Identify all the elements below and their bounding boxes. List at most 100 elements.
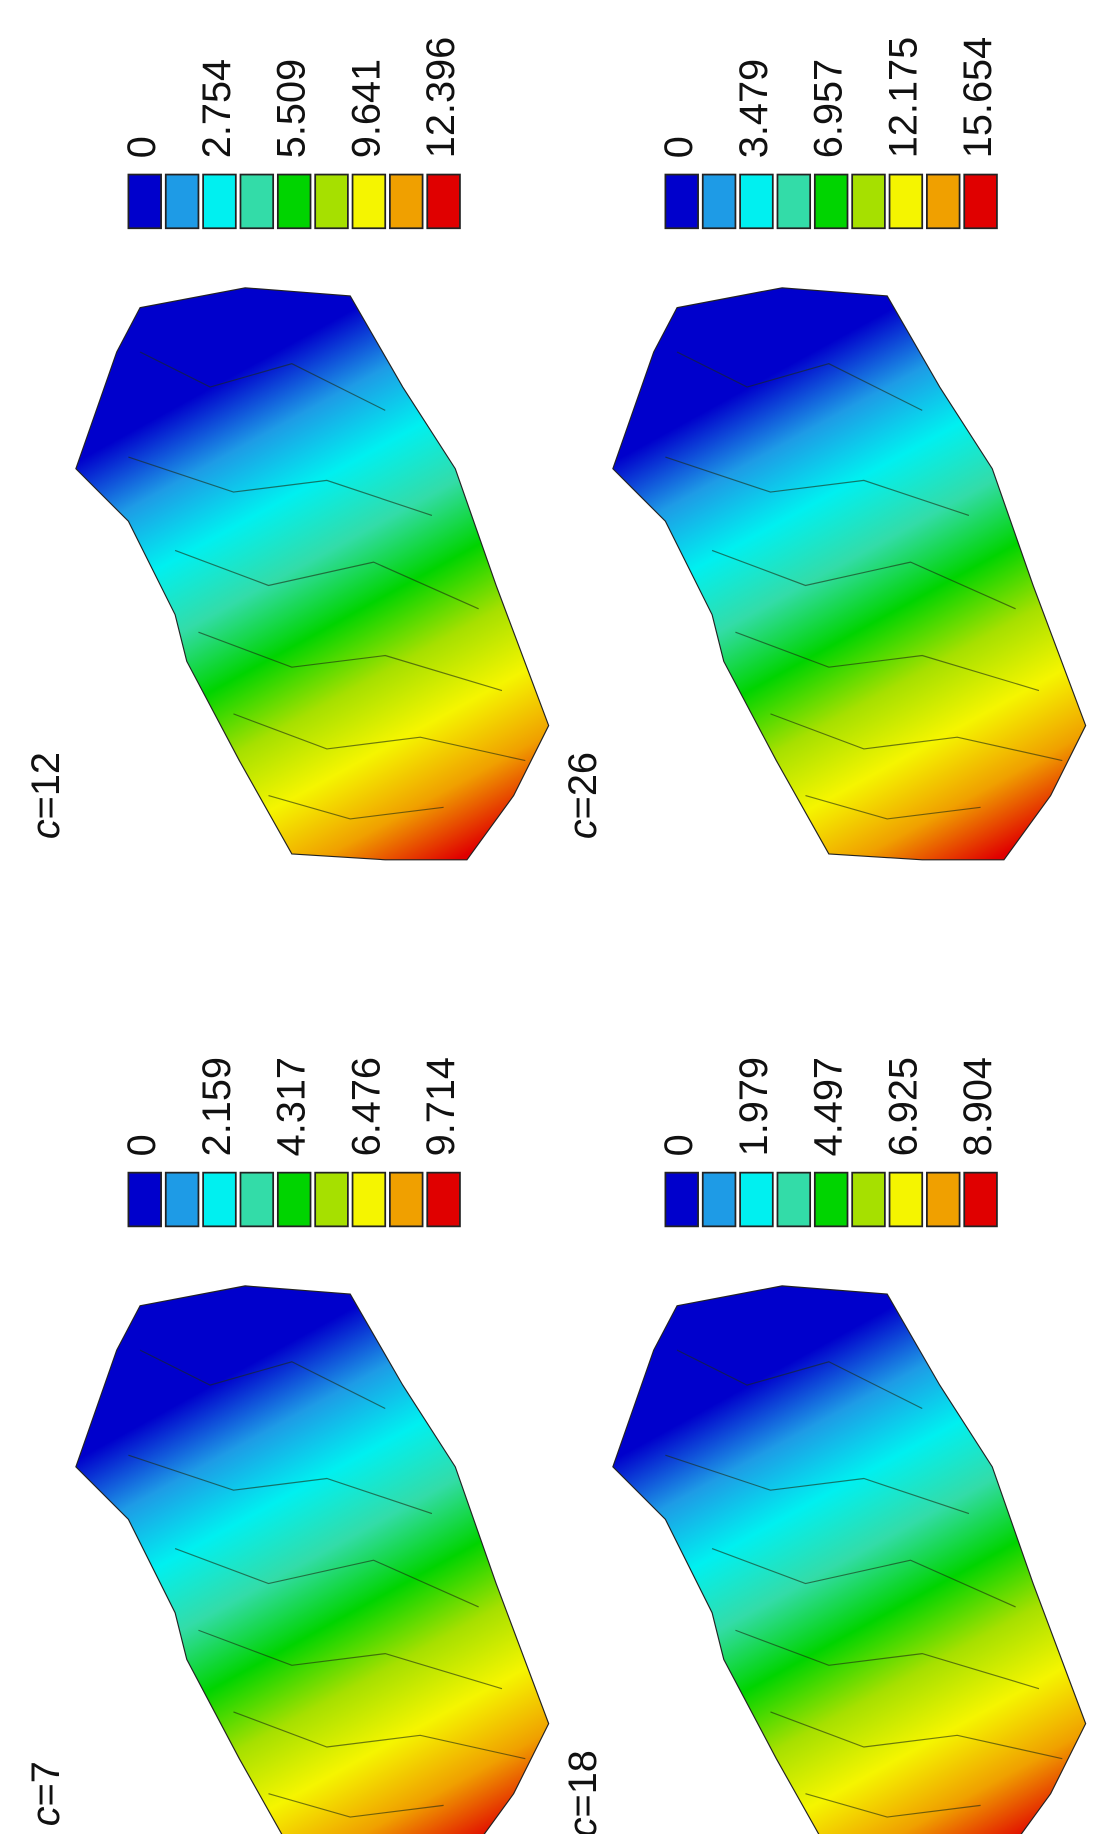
contour-line [770, 1711, 1063, 1760]
panel-label: c=18 [562, 1750, 606, 1834]
legend-swatch [926, 173, 961, 230]
legend-swatch [276, 173, 312, 230]
contour-line [128, 1454, 433, 1515]
legend-swatch [389, 173, 424, 230]
contour-line [139, 351, 386, 411]
legend-swatch [389, 1171, 424, 1228]
panel-symbol: c [25, 1806, 69, 1826]
contour-line [676, 351, 923, 411]
contour-line [139, 1349, 386, 1409]
legend-swatch [739, 1171, 774, 1228]
panel: c=12 0 2.754 5.509 9.641 12.396 [25, 37, 550, 861]
legend-label: 1.979 [732, 1057, 776, 1156]
legend-swatch [963, 1171, 998, 1228]
panel: c=26 0 3.479 6.957 12.175 15.654 [562, 37, 1087, 861]
panel-label: c=12 [25, 752, 69, 839]
contour-line [128, 456, 433, 516]
contour-line [770, 713, 1063, 762]
legend-label: 12.396 [419, 37, 463, 158]
legend-label: 0 [657, 136, 701, 158]
contour-line [268, 795, 444, 820]
legend-swatch [664, 173, 699, 230]
contour-line [735, 1629, 1040, 1690]
legend-swatch [164, 1171, 200, 1228]
legend-label: 15.654 [956, 37, 1000, 158]
legend-swatch [351, 173, 387, 230]
legend-swatch [739, 173, 774, 230]
legend-swatch [813, 173, 849, 230]
contour-line [233, 713, 526, 762]
legend-swatch [851, 1171, 886, 1228]
legend-label: 0 [657, 1134, 701, 1156]
legend-label: 8.904 [956, 1057, 1000, 1156]
legend-swatch [127, 1171, 162, 1228]
legend-swatch [776, 173, 812, 230]
contour-line [805, 1793, 981, 1818]
contour-line [711, 549, 1016, 610]
legend-label: 5.509 [270, 59, 314, 158]
legend-swatch [701, 1171, 737, 1228]
legend-swatch [314, 173, 349, 230]
contour-line [174, 1547, 479, 1608]
contour-map [75, 287, 550, 861]
legend-swatch [276, 1171, 312, 1228]
legend-swatch [664, 1171, 699, 1228]
legend-swatch [239, 173, 275, 230]
legend-label: 6.476 [344, 1057, 388, 1156]
legend-label: 2.754 [195, 59, 239, 158]
panel-symbol: c [562, 1817, 606, 1834]
legend-swatch [926, 1171, 961, 1228]
legend-swatch [164, 173, 200, 230]
contour-line [711, 1547, 1016, 1608]
legend-swatch [314, 1171, 349, 1228]
legend-swatch [776, 1171, 812, 1228]
panel-symbol: c [25, 819, 69, 839]
legend-label: 6.925 [881, 1057, 925, 1156]
panel-label: c=7 [25, 1761, 69, 1826]
contour-line [174, 549, 479, 610]
legend-swatch [888, 173, 924, 230]
contour-line [676, 1349, 923, 1409]
panel: c=7 0 2.159 4.317 6.476 9.714 [25, 1057, 550, 1834]
legend-label: 0 [120, 136, 164, 158]
contour-line [198, 631, 503, 692]
contour-map [612, 1285, 1087, 1834]
legend-swatch [202, 173, 237, 230]
panel-value: =7 [25, 1761, 69, 1806]
contour-line [198, 1629, 503, 1690]
panel-value: =12 [25, 752, 69, 819]
panel-label: c=26 [562, 752, 606, 839]
contour-line [268, 1793, 444, 1818]
legend-label: 6.957 [807, 59, 851, 158]
legend-swatch [813, 1171, 849, 1228]
legend-label: 0 [120, 1134, 164, 1156]
legend-swatch [963, 173, 998, 230]
panel-symbol: c [562, 819, 606, 839]
legend-swatch [426, 173, 461, 230]
legend-swatch [426, 1171, 461, 1228]
legend-swatch [127, 173, 162, 230]
legend-swatch [701, 173, 737, 230]
contour-map [75, 1285, 550, 1834]
legend-swatch [351, 1171, 387, 1228]
legend-label: 2.159 [195, 1057, 239, 1156]
legend-swatch [888, 1171, 924, 1228]
legend-label: 12.175 [881, 37, 925, 158]
legend-label: 9.641 [344, 59, 388, 158]
panel-value: =18 [562, 1750, 606, 1817]
legend-label: 4.497 [807, 1057, 851, 1156]
contour-map [612, 287, 1087, 861]
contour-line [805, 795, 981, 820]
contour-line [665, 456, 970, 516]
legend-swatch [851, 173, 886, 230]
contour-line [735, 631, 1040, 692]
panel: c=18 0 1.979 4.497 6.925 8.904 [562, 1057, 1087, 1834]
legend-label: 9.714 [419, 1057, 463, 1156]
legend-label: 3.479 [732, 59, 776, 158]
legend-swatch [239, 1171, 275, 1228]
panel-value: =26 [562, 752, 606, 819]
contour-line [233, 1711, 526, 1760]
contour-line [665, 1454, 970, 1515]
